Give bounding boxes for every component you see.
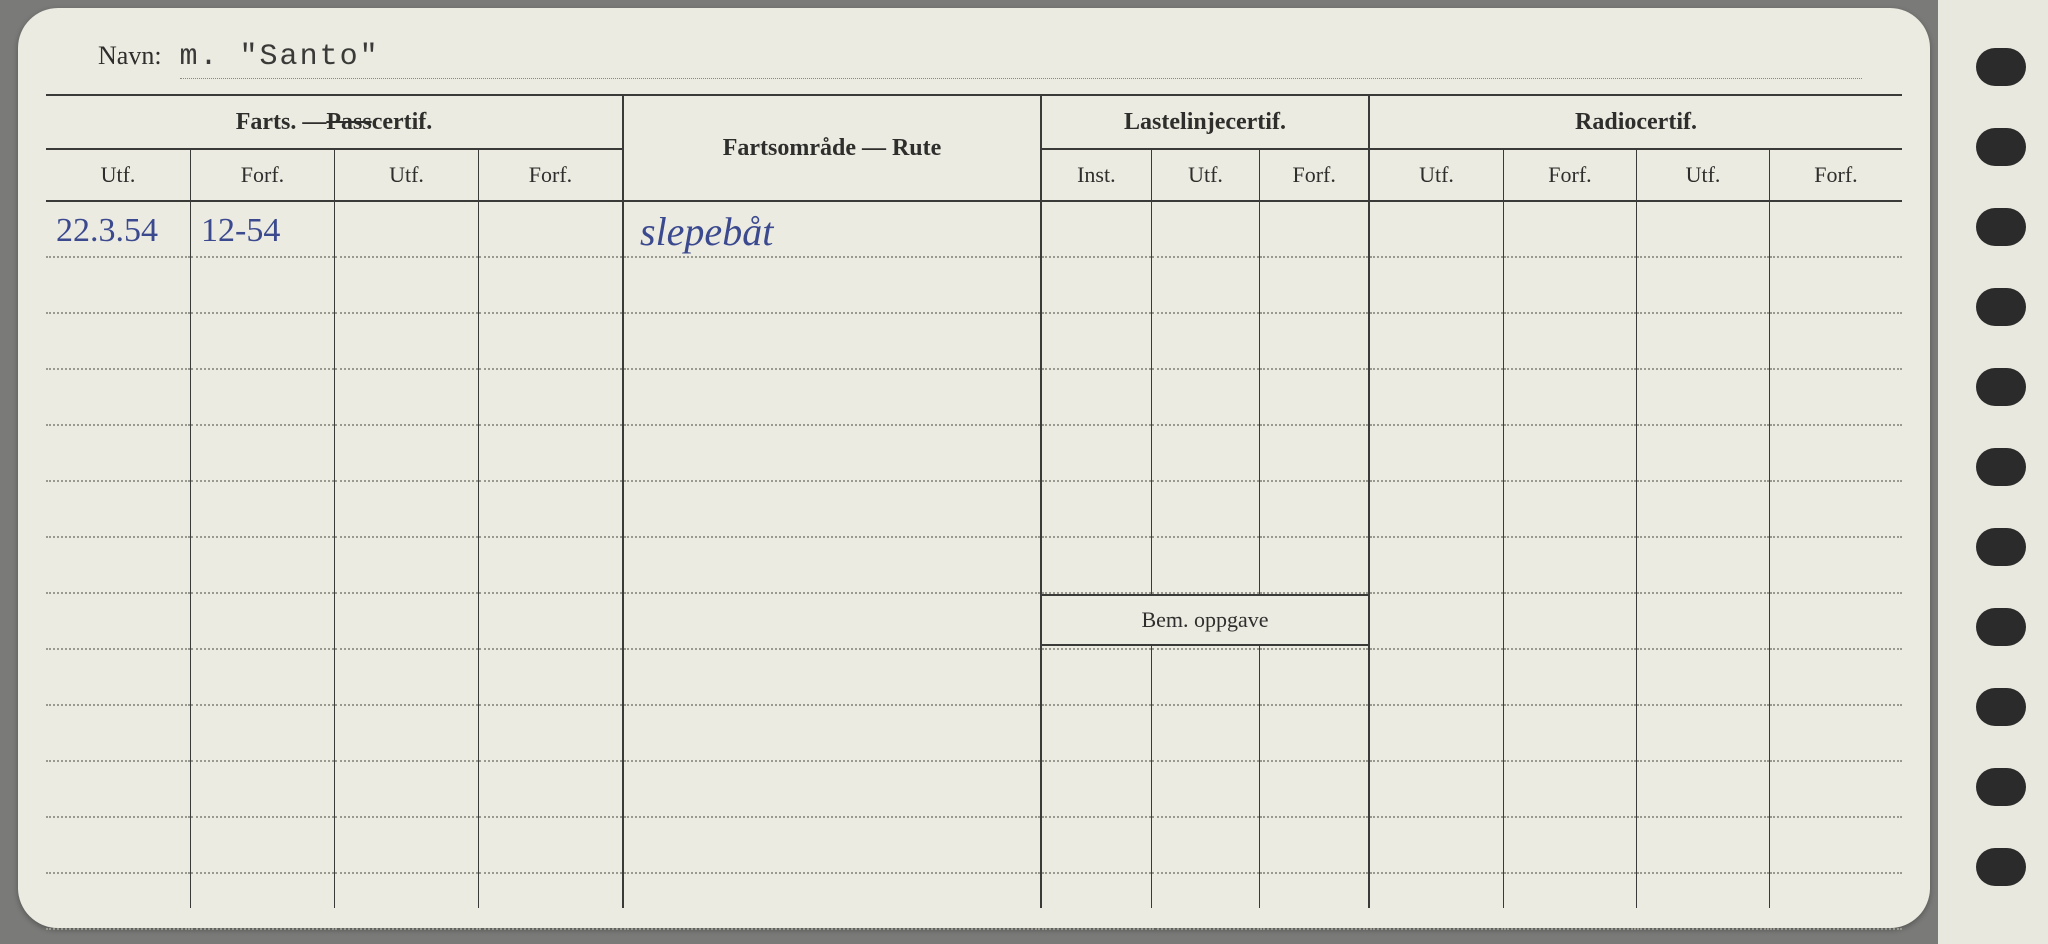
dotlines [1770, 202, 1902, 908]
col-forf: Forf. [1503, 150, 1636, 200]
binder-hole [1976, 848, 2026, 886]
farts-col-1: 22.3.54 [46, 202, 190, 908]
binder-hole [1976, 528, 2026, 566]
farts-header: Farts. — Pass certif. [46, 96, 622, 150]
laste-title: Lastelinjecertif. [1124, 109, 1286, 136]
dotlines [1637, 202, 1769, 908]
rute-header: Fartsområde — Rute [624, 96, 1040, 202]
rute-rows: slepebåt [624, 202, 1040, 908]
dotlines [1504, 202, 1636, 908]
dotlines [1042, 202, 1151, 908]
name-row: Navn: m. "Santo" [46, 40, 1902, 96]
radio-col-1 [1370, 202, 1503, 908]
dotlines [335, 202, 478, 908]
binder-hole [1976, 368, 2026, 406]
binder-hole [1976, 48, 2026, 86]
laste-col-2 [1151, 202, 1260, 908]
name-value: m. "Santo" [180, 40, 1862, 79]
dotlines [1152, 202, 1260, 908]
laste-col-1 [1042, 202, 1151, 908]
laste-rows: Bem. oppgave [1042, 202, 1368, 908]
dotlines [1370, 202, 1503, 908]
radio-col-2 [1503, 202, 1636, 908]
entry-forf: 12-54 [201, 212, 280, 250]
farts-title-pre: Farts. — [236, 109, 327, 136]
bem-text: Bem. oppgave [1141, 607, 1268, 633]
farts-col-2: 12-54 [190, 202, 334, 908]
farts-subheaders: Utf. Forf. Utf. Forf. [46, 150, 622, 202]
binder-hole [1976, 128, 2026, 166]
radio-title: Radiocertif. [1575, 109, 1697, 136]
col-forf2: Forf. [478, 150, 622, 200]
radio-col-4 [1769, 202, 1902, 908]
entry-rute: slepebåt [640, 208, 773, 255]
binder-hole [1976, 208, 2026, 246]
radio-rows [1370, 202, 1902, 908]
col-utf: Utf. [1151, 150, 1260, 200]
farts-title-post: certif. [372, 109, 433, 136]
col-forf2: Forf. [1769, 150, 1902, 200]
col-utf2: Utf. [1636, 150, 1769, 200]
dotlines [479, 202, 622, 908]
col-utf2: Utf. [334, 150, 478, 200]
col-inst: Inst. [1042, 150, 1151, 200]
binder-hole [1976, 688, 2026, 726]
laste-col-3 [1259, 202, 1368, 908]
rute-col: slepebåt [624, 202, 1040, 908]
col-utf: Utf. [46, 150, 190, 200]
binder-hole [1976, 448, 2026, 486]
col-utf: Utf. [1370, 150, 1503, 200]
laste-subheaders: Inst. Utf. Forf. [1042, 150, 1368, 202]
bem-oppgave-label: Bem. oppgave [1042, 594, 1368, 646]
record-card: Navn: m. "Santo" Farts. — Pass certif. U… [18, 8, 1930, 928]
farts-col-4 [478, 202, 622, 908]
dotlines [624, 202, 1040, 908]
section-farts: Farts. — Pass certif. Utf. Forf. Utf. Fo… [46, 96, 622, 908]
binder-hole [1976, 768, 2026, 806]
radio-header: Radiocertif. [1370, 96, 1902, 150]
table-area: Farts. — Pass certif. Utf. Forf. Utf. Fo… [46, 96, 1902, 908]
col-forf: Forf. [1259, 150, 1368, 200]
section-radio: Radiocertif. Utf. Forf. Utf. Forf. [1368, 96, 1902, 908]
rute-title: Fartsområde — Rute [723, 135, 942, 162]
farts-rows: 22.3.54 12-54 [46, 202, 622, 908]
binder-hole [1976, 288, 2026, 326]
entry-utf: 22.3.54 [56, 212, 158, 250]
dotlines [191, 202, 334, 908]
col-forf: Forf. [190, 150, 334, 200]
name-label: Navn: [98, 41, 162, 71]
farts-title-strike: Pass [326, 109, 371, 136]
farts-col-3 [334, 202, 478, 908]
dotlines [46, 202, 190, 908]
radio-subheaders: Utf. Forf. Utf. Forf. [1370, 150, 1902, 202]
laste-header: Lastelinjecertif. [1042, 96, 1368, 150]
dotlines [1260, 202, 1368, 908]
radio-col-3 [1636, 202, 1769, 908]
section-rute: Fartsområde — Rute slepebåt [622, 96, 1040, 908]
section-laste: Lastelinjecertif. Inst. Utf. Forf. Bem. … [1040, 96, 1368, 908]
binder-hole [1976, 608, 2026, 646]
